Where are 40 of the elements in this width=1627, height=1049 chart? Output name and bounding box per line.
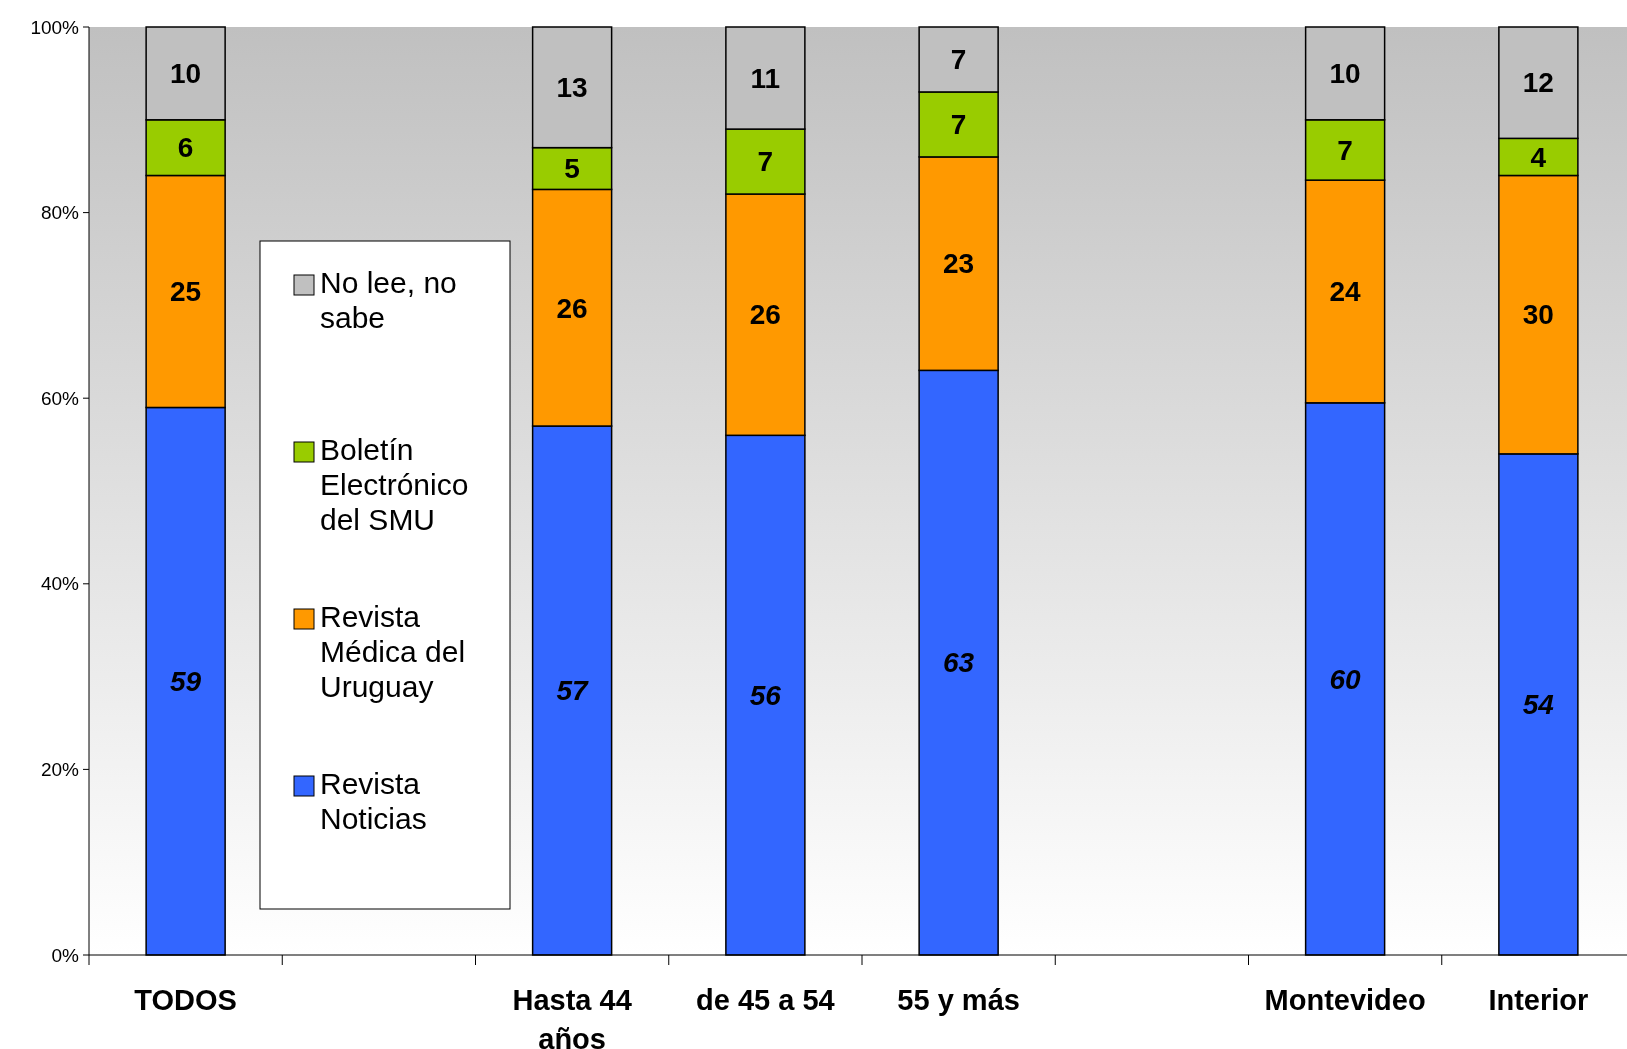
x-tick-label: TODOS	[134, 984, 237, 1016]
data-label: 6	[177, 132, 194, 164]
x-tick-label: Interior	[1488, 984, 1589, 1016]
y-tick-label: 60%	[40, 387, 80, 409]
y-tick-label: 80%	[40, 202, 80, 224]
data-label: 30	[1522, 299, 1554, 331]
data-label: 11	[750, 62, 781, 94]
data-label: 60	[1329, 663, 1362, 695]
x-tick-label: Montevideo	[1264, 984, 1426, 1016]
data-label: 23	[943, 248, 975, 280]
legend-label: Boletín Electrónico del SMU	[320, 433, 469, 536]
data-label: 24	[1329, 276, 1362, 308]
data-label: 7	[950, 44, 967, 76]
data-label: 7	[757, 146, 774, 178]
x-tick-label: de 45 a 54	[696, 984, 835, 1016]
x-tick-label: Hasta 44 años	[512, 984, 632, 1049]
y-tick-label: 20%	[40, 759, 80, 781]
legend-label: Revista Médica del Uruguay	[320, 600, 466, 703]
data-label: 25	[170, 276, 202, 308]
data-label: 7	[1337, 134, 1353, 166]
data-label: 63	[943, 647, 975, 679]
data-label: 13	[556, 72, 588, 104]
data-label: 54	[1522, 689, 1555, 721]
data-label: 4	[1530, 141, 1547, 173]
data-label: 5	[564, 153, 580, 185]
y-tick-label: 40%	[40, 573, 80, 595]
y-tick-label: 100%	[30, 16, 80, 38]
legend-label: Revista Noticias	[320, 767, 427, 835]
data-label: 10	[1329, 58, 1361, 90]
legend-label: No lee, no sabe	[320, 266, 457, 334]
data-label: 59	[170, 666, 202, 698]
x-tick-label: 55 y más	[897, 984, 1020, 1016]
y-tick-label: 0%	[51, 944, 80, 966]
data-label: 7	[950, 109, 967, 141]
data-label: 56	[749, 679, 782, 711]
data-label: 26	[556, 292, 588, 324]
data-label: 10	[170, 58, 202, 90]
data-label: 12	[1522, 67, 1554, 99]
data-label: 26	[749, 299, 781, 331]
data-label: 57	[556, 675, 590, 707]
